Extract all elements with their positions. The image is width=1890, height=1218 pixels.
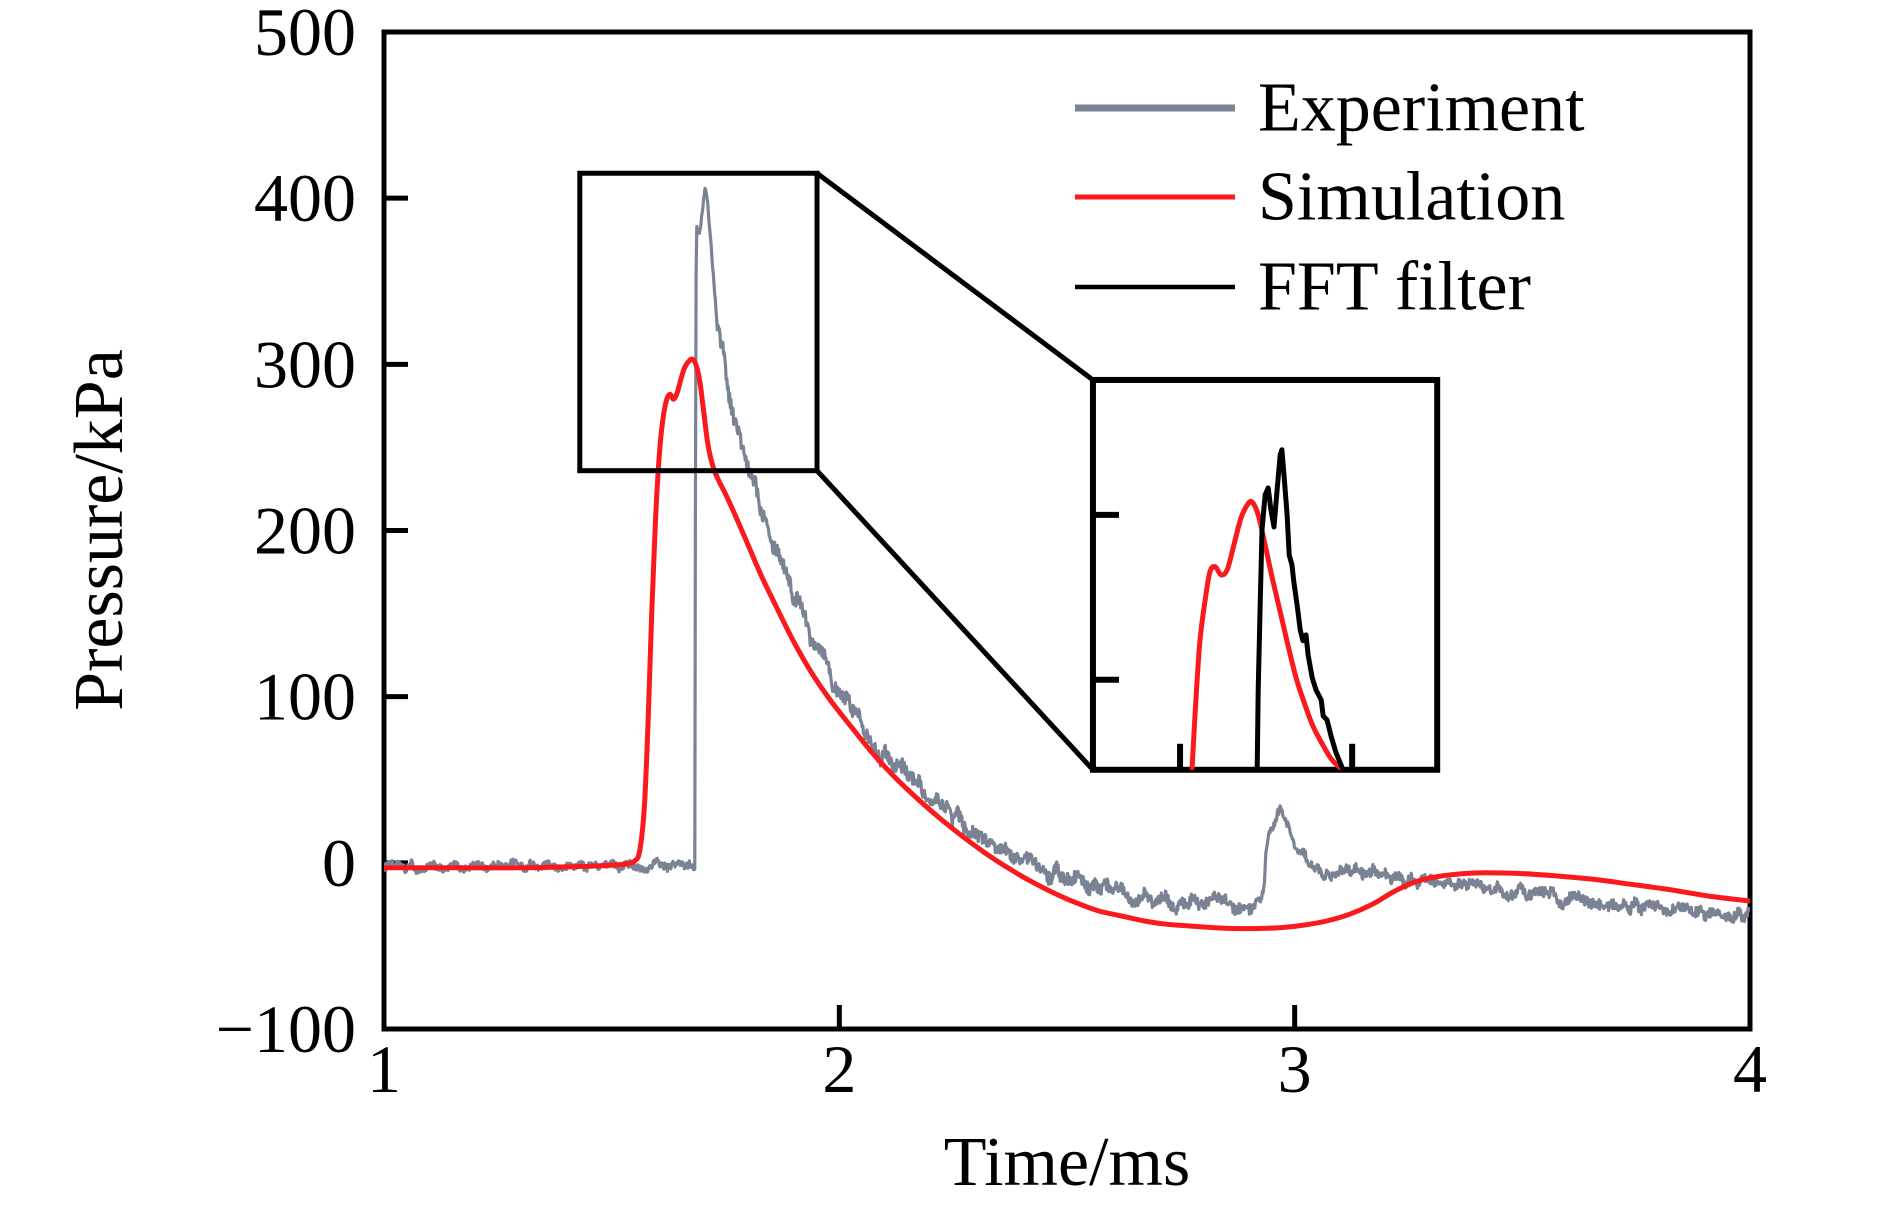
- inset-curve-simulation: [1189, 498, 1343, 771]
- zoom-connector-bottom: [815, 468, 1095, 772]
- y-tick-label: 0: [322, 825, 356, 901]
- y-tick-label: 100: [254, 659, 356, 735]
- legend-label-experiment: Experiment: [1258, 70, 1585, 147]
- legend: Experiment Simulation FFT filter: [1075, 70, 1585, 326]
- inset-curve-fft-filter: [1254, 447, 1345, 771]
- legend-label-fft-filter: FFT filter: [1258, 249, 1531, 326]
- y-tick-label: 400: [254, 160, 356, 236]
- data-curves: [384, 186, 1750, 932]
- zoom-inset-annotation: [577, 170, 1441, 773]
- y-tick-label: 300: [254, 326, 356, 402]
- x-tick-label: 2: [822, 1031, 856, 1107]
- legend-label-simulation: Simulation: [1258, 159, 1565, 236]
- x-tick-label: 3: [1278, 1031, 1312, 1107]
- zoom-source-rect: [577, 170, 820, 474]
- y-tick-label: −100: [216, 991, 356, 1067]
- x-axis-title: Time/ms: [944, 1124, 1190, 1201]
- y-axis-title: Pressure/kPa: [61, 349, 138, 711]
- x-tick-label: 4: [1733, 1031, 1767, 1107]
- x-tick-label: 1: [367, 1031, 401, 1107]
- experiment-curve: [384, 186, 1750, 924]
- simulation-curve: [384, 356, 1750, 932]
- axis-titles: Pressure/kPa Time/ms: [61, 349, 1190, 1201]
- zoom-connector-top: [815, 171, 1095, 382]
- inset-frame: [1089, 376, 1441, 773]
- y-tick-label: 200: [254, 493, 356, 569]
- y-tick-label: 500: [254, 0, 356, 70]
